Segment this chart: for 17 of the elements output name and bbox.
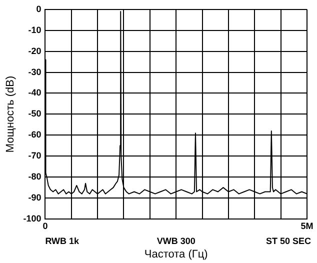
- y-tick-label: -80: [28, 172, 42, 182]
- y-tick-label: 0: [36, 4, 42, 14]
- y-tick-label: -40: [28, 88, 42, 98]
- y-tick-label: -20: [28, 46, 42, 56]
- x-axis-title: Частота (Гц): [144, 248, 208, 260]
- y-tick-label: -30: [28, 66, 42, 77]
- x-tick-label: 5M: [300, 220, 314, 231]
- y-tick-label: -70: [28, 150, 42, 161]
- y-tick-label: -90: [28, 192, 42, 203]
- y-tick-label: -60: [28, 130, 42, 140]
- text: ST 50 SEC: [266, 236, 312, 246]
- y-tick-label: -100: [23, 213, 42, 224]
- y-axis-title: Мощность (dB): [4, 76, 17, 153]
- y-tick-label: -50: [28, 108, 42, 119]
- y-tick-label: -10: [28, 24, 42, 35]
- text: VWB 300: [156, 236, 196, 246]
- text: RWB 1k: [45, 236, 80, 246]
